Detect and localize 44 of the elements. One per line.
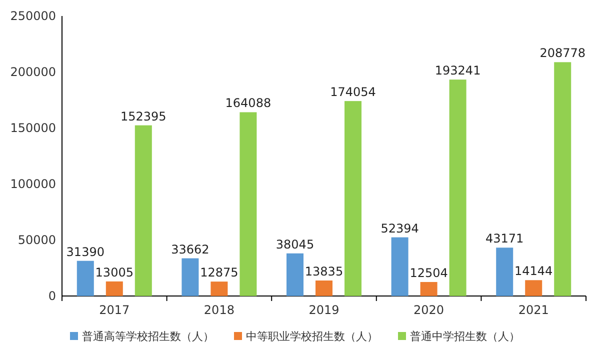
data-label: 174054 (330, 85, 376, 100)
bar (316, 280, 332, 296)
y-tick-label: 0 (48, 289, 56, 303)
bar (240, 112, 257, 296)
x-tick-label: 2017 (99, 303, 130, 317)
bar (210, 282, 228, 296)
data-label: 13835 (304, 264, 344, 279)
bar (344, 101, 362, 296)
bar (449, 80, 466, 296)
data-label: 33662 (171, 242, 210, 256)
data-label: 164088 (225, 96, 272, 110)
x-tick-label: 2018 (204, 303, 234, 317)
legend-label: 普通中学招生数（人） (410, 330, 520, 343)
data-label: 12875 (200, 266, 238, 280)
data-label: 12504 (410, 266, 448, 280)
data-label: 43171 (486, 232, 524, 246)
bar (134, 125, 152, 296)
bar (391, 237, 408, 296)
data-label: 14144 (514, 264, 553, 278)
x-tick-label: 2020 (414, 303, 444, 317)
data-label: 13005 (95, 265, 134, 280)
x-tick-label: 2021 (518, 303, 549, 317)
y-tick-label: 150000 (10, 121, 56, 135)
bar (525, 280, 542, 296)
bar (286, 253, 304, 296)
bar (182, 258, 199, 296)
bar (76, 260, 94, 296)
data-label: 38045 (276, 237, 314, 252)
legend-label: 中等职业学校招生数（人） (246, 330, 378, 343)
data-label: 31390 (66, 244, 104, 259)
y-tick-label: 200000 (10, 65, 56, 79)
y-tick-label: 250000 (10, 9, 56, 23)
y-tick-label: 50000 (18, 233, 56, 247)
bar (420, 282, 438, 296)
legend-label: 普通高等学校招生数（人） (82, 330, 214, 343)
y-tick-label: 100000 (10, 177, 56, 191)
data-label: 193241 (434, 64, 481, 78)
bar (496, 248, 514, 296)
data-label: 52394 (380, 221, 419, 236)
data-label: 208778 (540, 46, 586, 60)
bar (106, 281, 123, 296)
data-label: 152395 (120, 109, 166, 124)
bar (554, 62, 572, 296)
x-tick-label: 2019 (308, 303, 340, 317)
